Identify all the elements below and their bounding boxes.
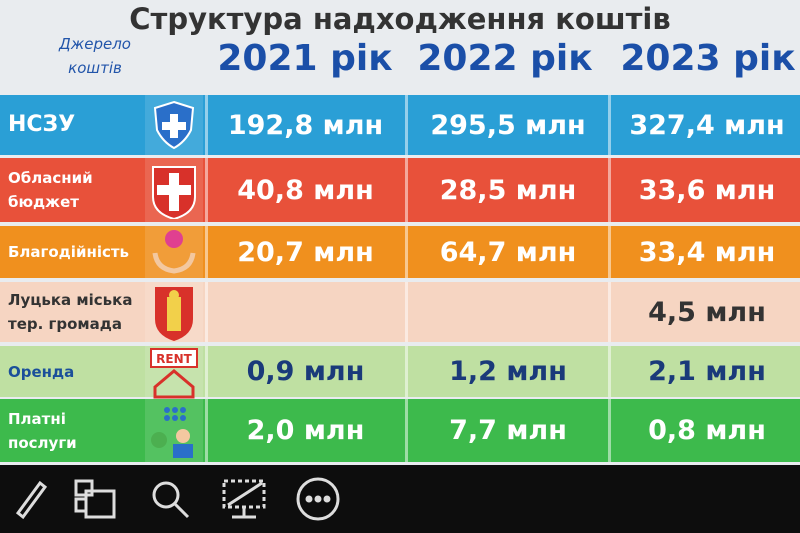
value-cell [405,282,608,342]
value: 2,0 млн [246,415,365,446]
row-icon [145,226,203,278]
row-icon: RENT [145,346,203,398]
row-label-line: Платні [8,409,66,428]
row-label: Платні послуги [0,399,143,462]
icon-text: RENT [156,352,192,366]
source-header: Джерело коштів [40,32,150,80]
row-label-line: тер. громада [8,315,123,333]
more-tool[interactable] [296,477,340,521]
table-row: Обласний бюджет 40,8 млн 28,5 млн 33,6 млн [0,158,800,222]
value: 4,5 млн [648,296,766,328]
value: 327,4 млн [629,109,785,141]
row-label-line: Луцька міська [8,291,133,309]
title: Структура надходження коштів [129,2,671,36]
value-cell: 64,7 млн [405,226,608,278]
value-cell: 33,6 млн [608,158,800,222]
row-icon [145,95,203,155]
value-cell: 7,7 млн [405,399,608,462]
icon [152,230,196,274]
row-label-line: Обласний [8,169,93,187]
table-row: Платні послуги 2,0 млн 7,7 млн 0,8 млн [0,399,800,462]
value-cell: 1,2 млн [405,346,608,397]
value: 0,8 млн [648,415,766,446]
value: 7,7 млн [449,415,567,446]
value: 33,4 млн [638,236,776,268]
value-cell: 0,9 млн [205,346,403,397]
value-cell: 2,1 млн [608,346,800,397]
row-icon [145,399,203,462]
icon [155,287,193,341]
value-cell: 295,5 млн [405,95,608,155]
value: 28,5 млн [439,174,577,206]
toolbar [0,465,800,533]
value: 192,8 млн [227,109,384,141]
value-cell [205,282,403,342]
year-header: 2022 рік [417,38,593,79]
source-line: Джерело [59,35,131,53]
row-label-line: Оренда [8,362,75,381]
icon: RENT [150,347,198,398]
row-label: Оренда [0,346,143,397]
value-cell: 2,0 млн [205,399,403,462]
value-cell: 40,8 млн [205,158,403,222]
value-cell: 4,5 млн [608,282,800,342]
row-label: Обласний бюджет [0,158,143,222]
value-cell: 33,4 млн [608,226,800,278]
value-cell: 0,8 млн [608,399,800,462]
row-label-line: НСЗУ [8,112,76,137]
value: 1,2 млн [449,356,567,387]
row-label: Благодійність [0,226,143,278]
icon [153,100,195,150]
year-header: 2021 рік [217,38,393,79]
row-label-line: послуги [8,433,77,452]
value: 0,9 млн [246,356,365,387]
row-label-line: Благодійність [8,243,130,261]
table-row: НСЗУ 192,8 млн 295,5 млн 327,4 млн [0,95,800,155]
value-cell: 192,8 млн [205,95,403,155]
slides-tool[interactable] [74,479,116,519]
row-icon [145,158,203,222]
value-cell: 327,4 млн [608,95,800,155]
year-header: 2023 рік [620,38,796,79]
row-label-line: бюджет [8,193,79,211]
value-cell: 28,5 млн [405,158,608,222]
table-row: Благодійність 20,7 млн 64,7 млн 33,4 млн [0,226,800,278]
row-label: НСЗУ [0,95,143,155]
zoom-tool[interactable] [152,481,190,519]
row-label: Луцька міська тер. громада [0,282,143,342]
screen-tool[interactable] [222,479,266,519]
table-row: Луцька міська тер. громада 4,5 млн [0,282,800,342]
value-cell: 20,7 млн [205,226,403,278]
value: 20,7 млн [237,236,374,268]
value: 2,1 млн [648,356,766,387]
value: 33,6 млн [638,174,776,206]
pen-tool[interactable] [15,480,48,520]
source-line: коштів [68,59,122,77]
value: 64,7 млн [439,236,577,268]
icon [152,166,196,219]
row-icon [145,282,203,342]
value: 40,8 млн [237,174,374,206]
table-row: Оренда RENT 0,9 млн 1,2 млн 2,1 млн [0,346,800,398]
value: 295,5 млн [430,109,586,141]
icon [151,406,193,458]
